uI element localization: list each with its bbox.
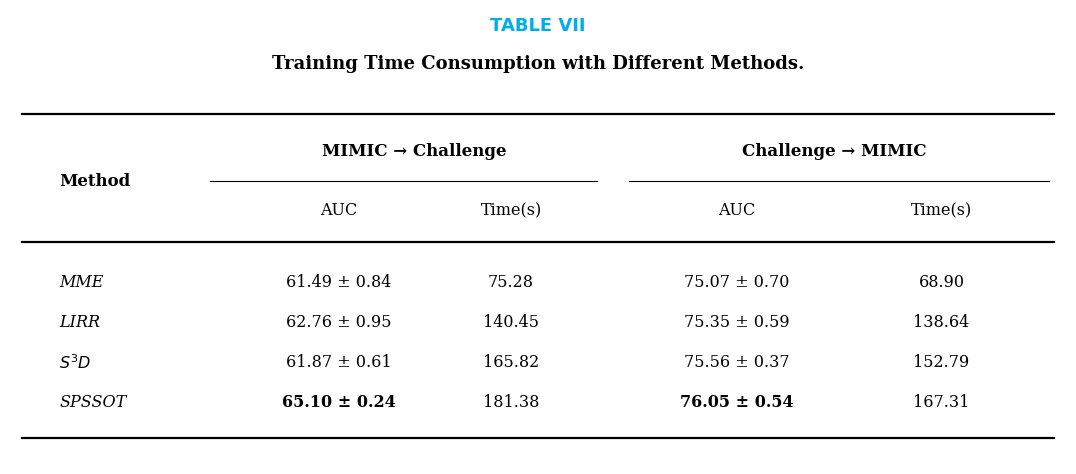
Text: 152.79: 152.79 <box>914 354 969 371</box>
Text: 165.82: 165.82 <box>483 354 539 371</box>
Text: 181.38: 181.38 <box>483 394 539 411</box>
Text: 138.64: 138.64 <box>914 314 969 331</box>
Text: LIRR: LIRR <box>59 314 100 331</box>
Text: 75.28: 75.28 <box>489 273 534 291</box>
Text: 61.87 ± 0.61: 61.87 ± 0.61 <box>286 354 392 371</box>
Text: $S^3D$: $S^3D$ <box>59 353 91 372</box>
Text: 76.05 ± 0.54: 76.05 ± 0.54 <box>680 394 794 411</box>
Text: Time(s): Time(s) <box>481 202 541 219</box>
Text: 65.10 ± 0.24: 65.10 ± 0.24 <box>282 394 396 411</box>
Text: MIMIC → Challenge: MIMIC → Challenge <box>322 143 507 160</box>
Text: 61.49 ± 0.84: 61.49 ± 0.84 <box>286 273 392 291</box>
Text: AUC: AUC <box>321 202 357 219</box>
Text: 167.31: 167.31 <box>914 394 969 411</box>
Text: Challenge → MIMIC: Challenge → MIMIC <box>741 143 926 160</box>
Text: SPSSOT: SPSSOT <box>59 394 127 411</box>
Text: 75.56 ± 0.37: 75.56 ± 0.37 <box>684 354 790 371</box>
Text: 140.45: 140.45 <box>483 314 539 331</box>
Text: Time(s): Time(s) <box>911 202 972 219</box>
Text: Training Time Consumption with Different Methods.: Training Time Consumption with Different… <box>272 55 804 73</box>
Text: 75.35 ± 0.59: 75.35 ± 0.59 <box>684 314 790 331</box>
Text: TABLE VII: TABLE VII <box>491 17 585 35</box>
Text: 62.76 ± 0.95: 62.76 ± 0.95 <box>286 314 392 331</box>
Text: MME: MME <box>59 273 103 291</box>
Text: 75.07 ± 0.70: 75.07 ± 0.70 <box>684 273 790 291</box>
Text: 68.90: 68.90 <box>919 273 964 291</box>
Text: AUC: AUC <box>719 202 755 219</box>
Text: Method: Method <box>59 173 130 190</box>
